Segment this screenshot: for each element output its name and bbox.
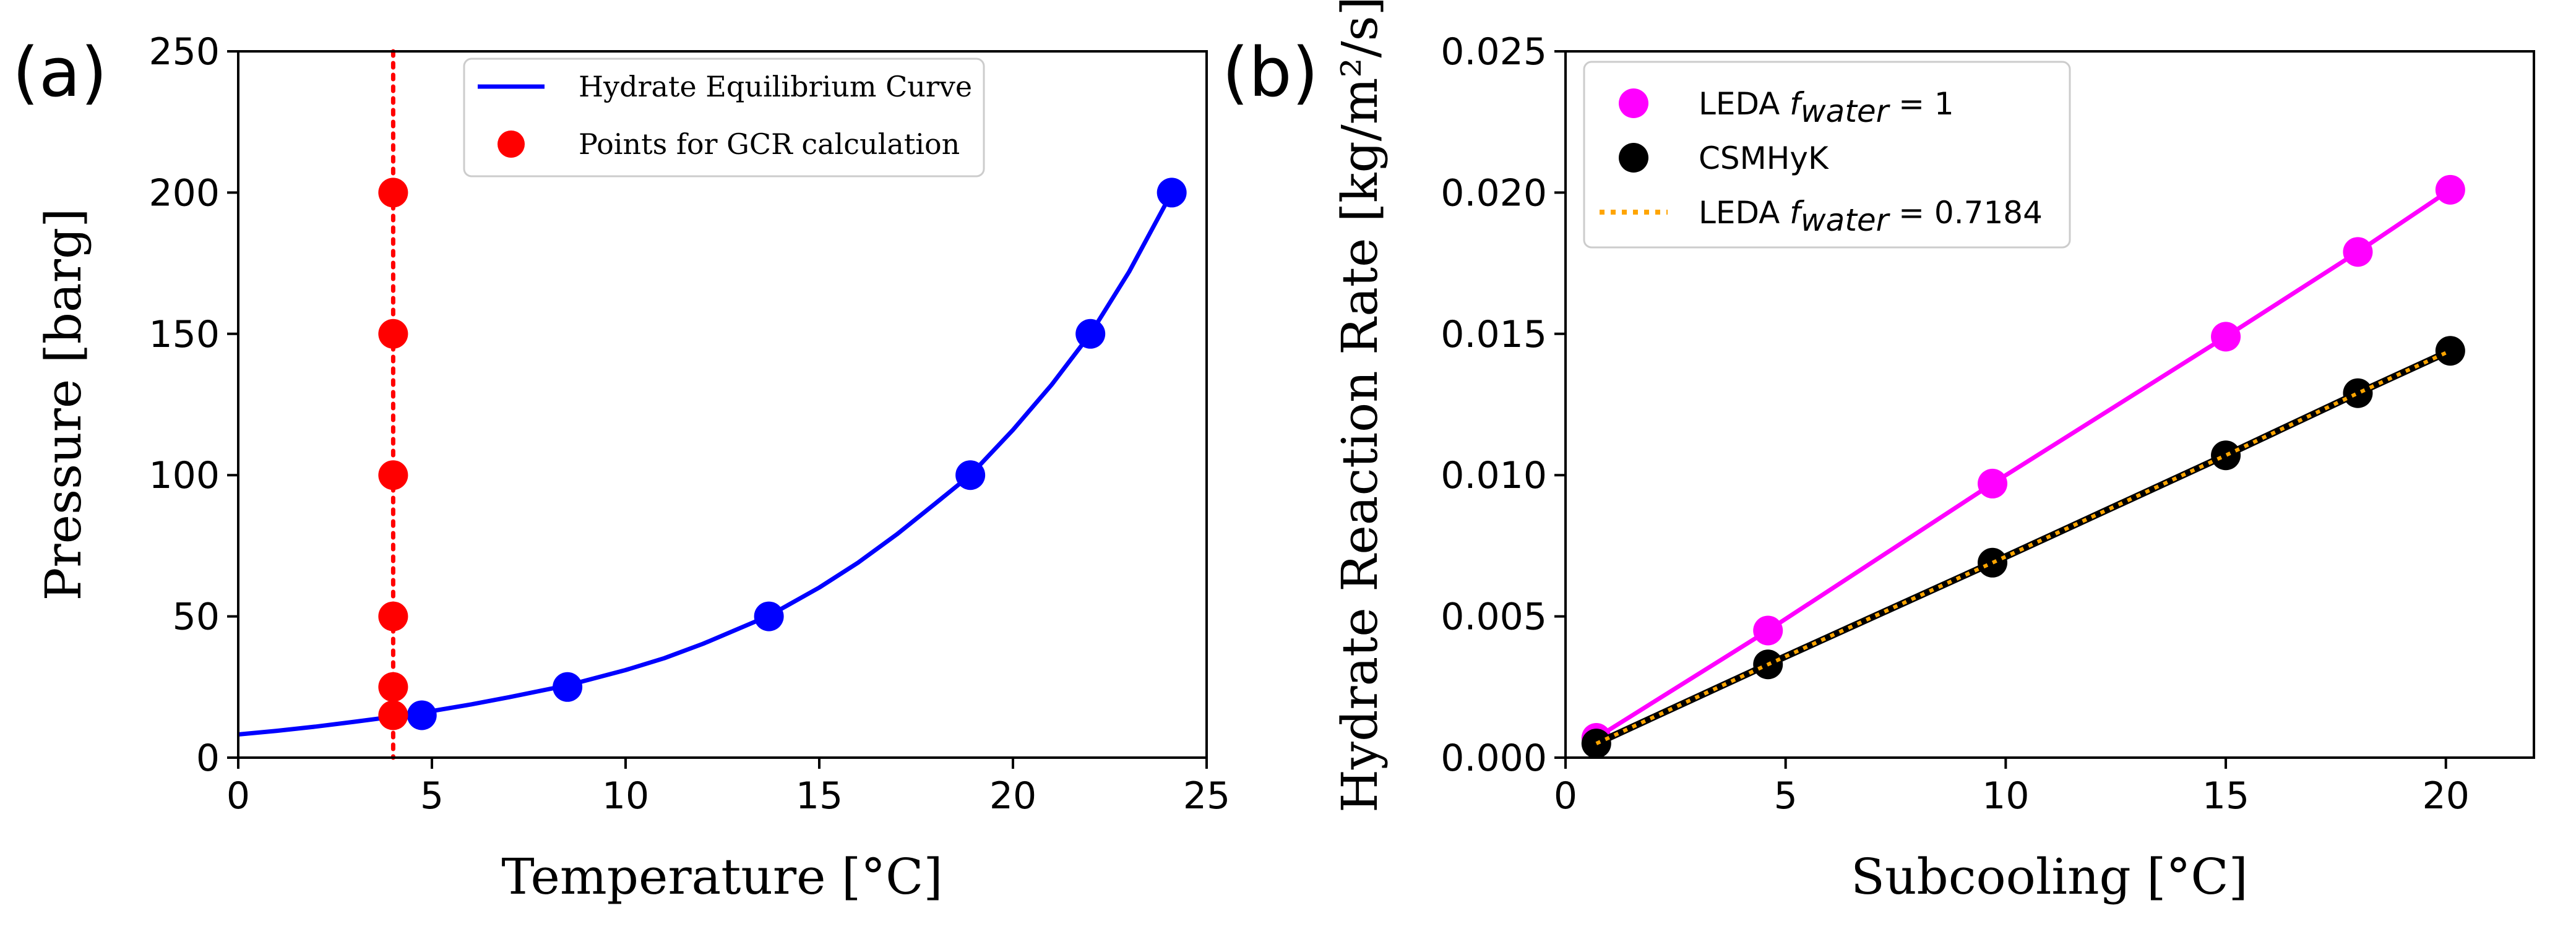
panel-b-axes-frame: [1564, 50, 2535, 759]
panel-a-plot-area: [238, 49, 1187, 760]
panel-b-csmhyk-point: [2435, 336, 2465, 366]
panel-b-x-tick-label: 20: [2423, 774, 2470, 818]
panel-a-equilibrium-point: [553, 672, 583, 702]
panel-b-y-tick-label: 0.010: [1441, 454, 1547, 497]
legend-leda1-suffix: = 1: [1889, 86, 1954, 122]
panel-b-legend-dot-leda1: [1619, 88, 1648, 118]
panel-a-y-tick-label: 200: [149, 171, 220, 215]
panel-a-gcr-point: [378, 178, 408, 208]
panel-b-x-axis-title: Subcooling [°C]: [1851, 848, 2248, 905]
panel-b-leda1-point: [2343, 237, 2373, 267]
panel-b-y-tick-label: 0.020: [1441, 171, 1547, 215]
panel-b-y-ticks: 0.000 0.005 0.010 0.015 0.020 0.025: [1441, 30, 1566, 780]
panel-b-x-ticks: 0 5 10 15 20: [1554, 758, 2470, 818]
panel-b-leda1-point: [1753, 615, 1783, 646]
panel-a-y-tick-label: 0: [196, 737, 220, 780]
panel-a-y-ticks: 0 50 100 150 200 250: [149, 30, 238, 780]
panel-b-legend-box: [1583, 61, 2071, 249]
panel-b-legend-label-csmhyk: CSMHyK: [1699, 140, 1829, 176]
legend-leda2-sub: water: [1801, 202, 1891, 238]
panel-b-y-tick-label: 0.005: [1441, 596, 1547, 639]
panel-b-y-tick-label: 0.000: [1441, 737, 1547, 780]
panel-b-legend-dot-csmhyk: [1619, 143, 1648, 173]
panel-a-gcr-point: [378, 700, 408, 730]
panel-b-csmhyk-point: [1978, 547, 2008, 578]
panel-a-y-tick-label: 50: [173, 596, 220, 639]
panel-b-leda1-point: [2211, 322, 2241, 352]
panel-a-gcr-point: [378, 460, 408, 490]
legend-leda1-prefix: LEDA: [1699, 86, 1790, 122]
panel-a-legend-label-curve: Hydrate Equilibrium Curve: [579, 70, 972, 103]
panel-b-x-tick-label: 10: [1982, 774, 2029, 818]
legend-leda1-sub: water: [1801, 93, 1891, 129]
panel-a-equilibrium-point: [955, 460, 986, 490]
panel-a-y-tick-label: 150: [149, 313, 220, 356]
panel-b-leda1-line: [1595, 187, 2452, 740]
panel-b: (b) 0 5 10 15 20 0.0000.0050.0100.0150.0200.…: [1222, 0, 2535, 905]
panel-a-x-tick-label: 0: [226, 774, 250, 818]
panel-b-x-tick-label: 15: [2202, 774, 2249, 818]
panel-b-y-tick-label: 0.015: [1441, 313, 1547, 356]
panel-a-gcr-point: [378, 672, 408, 702]
legend-leda2-prefix: LEDA: [1699, 195, 1790, 231]
panel-a-x-tick-label: 10: [602, 774, 649, 818]
panel-b-leda1-point: [2435, 174, 2465, 205]
panel-a: (a) 0 5 10 15 20 25 0 50 100 150 200 250 Temperatu…: [12, 30, 1230, 905]
panel-b-csmhyk-point: [2211, 440, 2241, 471]
panel-a-equilibrium-curve: [238, 191, 1174, 737]
panel-b-x-tick-label: 5: [1774, 774, 1798, 818]
panel-b-y-axis-title: Hydrate Reaction Rate [kg/m²/s]: [1331, 0, 1389, 813]
panel-a-legend-label-points: Points for GCR calculation: [579, 127, 960, 161]
panel-b-x-tick-label: 0: [1554, 774, 1577, 818]
panel-b-legend-label-leda1: LEDA fwater = 1: [1699, 86, 1954, 129]
panel-a-x-tick-label: 25: [1183, 774, 1230, 818]
panel-b-leda1-point: [1978, 468, 2008, 498]
panel-a-x-ticks: 0 5 10 15 20 25: [226, 758, 1230, 818]
panel-a-legend-box: [463, 58, 985, 178]
panel-a-y-tick-label: 250: [149, 30, 220, 74]
panel-b-legend-label-leda07184: LEDA fwater = 0.7184: [1699, 195, 2043, 238]
panel-a-legend-dot-swatch: [498, 130, 525, 158]
panel-b-plot-area: [1581, 174, 2465, 759]
panel-a-equilibrium-point: [407, 700, 437, 730]
panel-a-gcr-point: [378, 319, 408, 349]
panel-a-legend: Hydrate Equilibrium Curve Points for GCR…: [463, 58, 985, 178]
panel-a-equilibrium-point: [1075, 319, 1106, 349]
panel-a-x-axis-title: Temperature [°C]: [501, 848, 942, 905]
panel-a-y-tick-label: 100: [149, 454, 220, 497]
panel-a-equilibrium-point: [754, 601, 784, 631]
panel-a-x-tick-label: 20: [989, 774, 1036, 818]
panel-b-legend: LEDA fwater = 1 CSMHyK LEDA fwater = 0.7…: [1583, 61, 2071, 249]
panel-a-equilibrium-point: [1157, 178, 1187, 208]
panel-a-x-tick-label: 15: [796, 774, 843, 818]
panel-a-x-tick-label: 5: [420, 774, 444, 818]
panel-a-gcr-point: [378, 601, 408, 631]
panel-b-csmhyk-point: [2343, 378, 2373, 408]
panel-b-y-tick-label: 0.025: [1441, 30, 1547, 74]
panel-b-leda07184-line: [1595, 349, 2452, 745]
panel-a-axes-frame: [237, 50, 1208, 759]
panel-a-y-axis-title: Pressure [barg]: [35, 208, 92, 601]
legend-leda2-suffix: = 0.7184: [1889, 195, 2043, 231]
panel-b-label: (b): [1222, 33, 1319, 112]
panel-a-label: (a): [12, 33, 107, 112]
